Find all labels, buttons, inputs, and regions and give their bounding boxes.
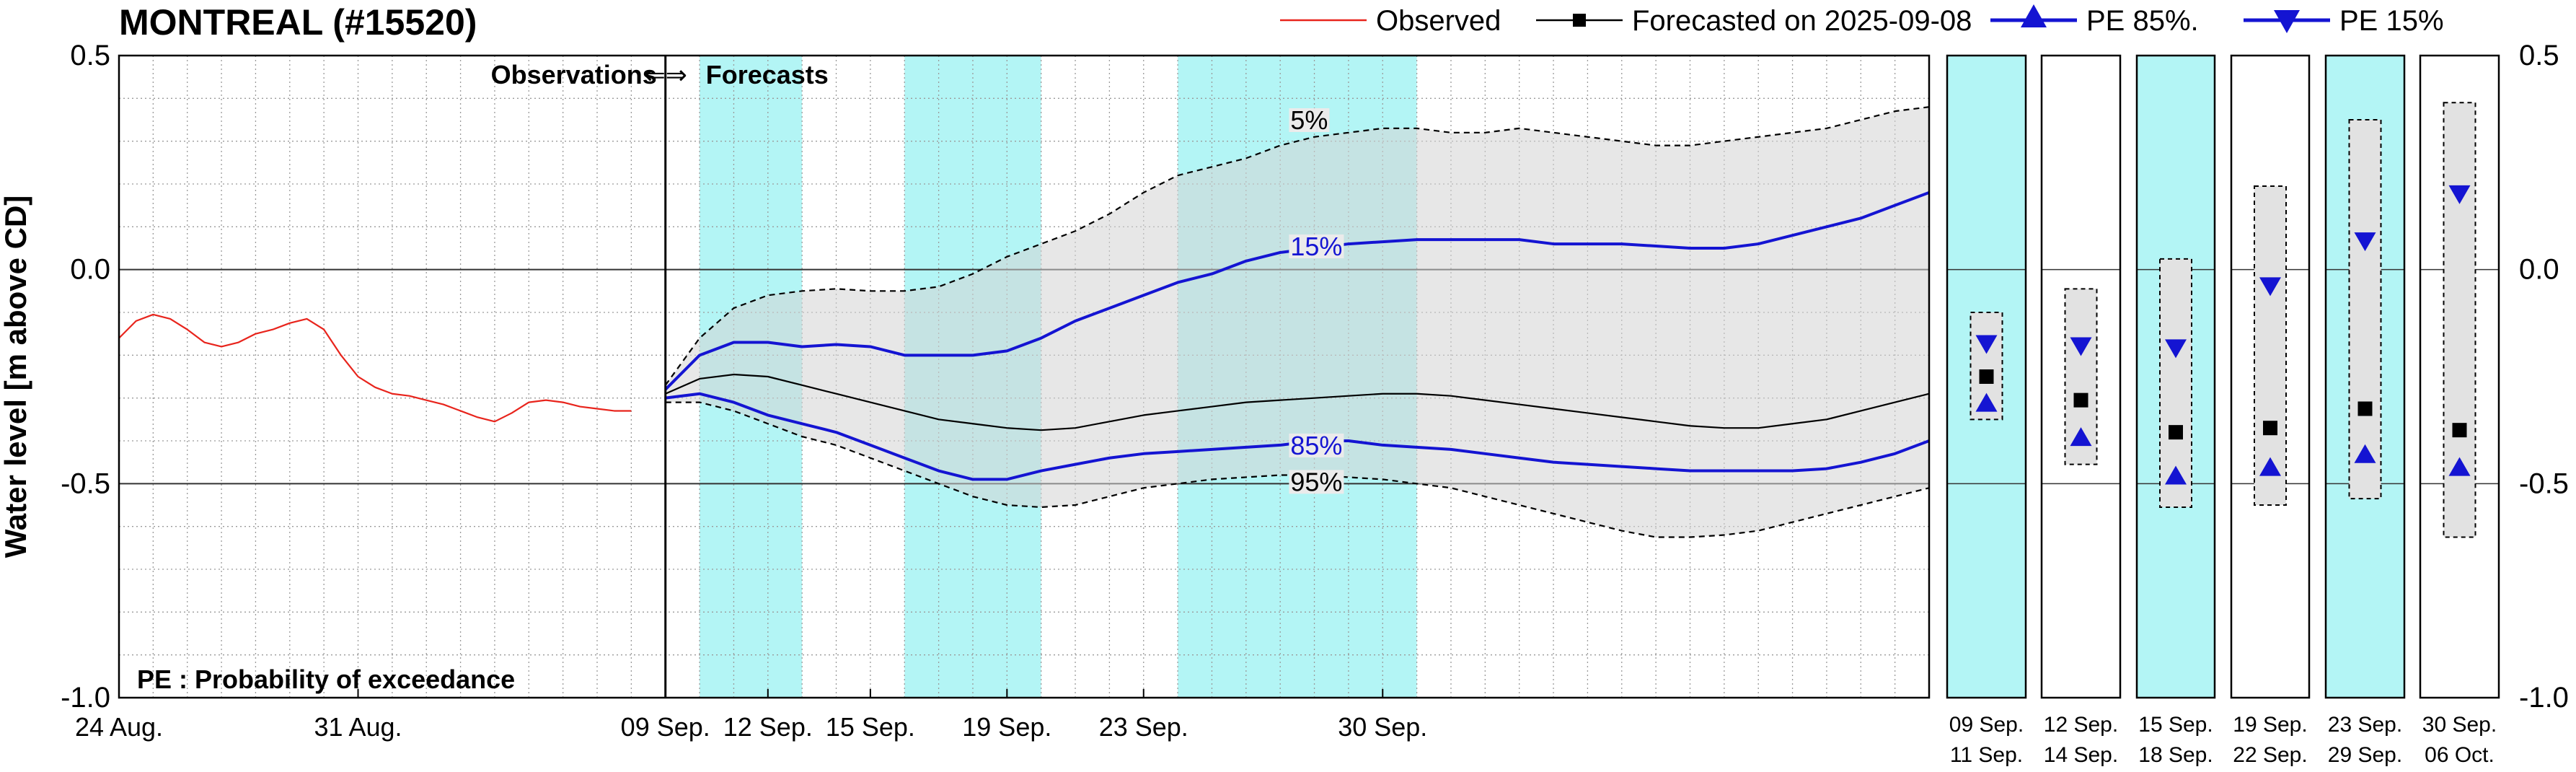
- period-start-label: 09 Sep.: [1949, 713, 2024, 737]
- x-tick-label: 12 Sep.: [723, 712, 813, 742]
- series-line-observed: [118, 313, 632, 423]
- y-tick-label-right: 0.0: [2519, 254, 2559, 286]
- period-pe15-marker: [1975, 335, 1998, 354]
- period-start-label: 19 Sep.: [2233, 713, 2307, 737]
- chart-title: MONTREAL (#15520): [119, 2, 477, 43]
- period-panel-2: [2040, 54, 2122, 699]
- x-tick-label: 19 Sep.: [962, 712, 1051, 742]
- curve-label: 85%: [1290, 431, 1342, 460]
- period-pe85-marker: [2354, 444, 2376, 463]
- x-tick-label: 31 Aug.: [314, 712, 402, 742]
- curve-label-bg: [1289, 108, 1330, 132]
- period-start-label: 12 Sep.: [2044, 713, 2118, 737]
- period-panel-6: [2419, 54, 2500, 699]
- period-end-label: 14 Sep.: [2044, 743, 2118, 767]
- curve-label: 95%: [1290, 467, 1342, 496]
- period-end-label: 22 Sep.: [2233, 743, 2307, 767]
- y-tick-label-left: 0.5: [70, 40, 110, 71]
- period-panel-frame: [2324, 54, 2406, 699]
- period-forecast-marker: [2263, 421, 2277, 436]
- observations-label: Observations: [491, 60, 657, 89]
- period-pe15-marker: [2070, 337, 2092, 356]
- observations-forecasts-arrow: ⇐⇒: [644, 60, 687, 89]
- x-tick-label: 30 Sep.: [1338, 712, 1427, 742]
- period-panel-frame: [2135, 54, 2216, 699]
- period-forecast-marker: [2357, 401, 2373, 416]
- legend-forecast-label: Forecasted on 2025-09-08: [1632, 5, 1972, 37]
- period-pe15-marker: [2165, 339, 2187, 359]
- y-axis-label: Water level [m above CD]: [0, 196, 32, 558]
- series-line-forecasted-on-2025-09-08: [665, 373, 1930, 431]
- period-panel-5: [2324, 54, 2406, 699]
- period-panel-frame: [2230, 54, 2311, 699]
- legend-observed-label: Observed: [1376, 5, 1501, 37]
- period-start-label: 30 Sep.: [2422, 713, 2497, 737]
- period-pe15-marker: [2259, 277, 2281, 297]
- x-tick-label: 15 Sep.: [826, 712, 915, 742]
- period-panel-3: [2135, 54, 2216, 699]
- period-range-box: [2348, 119, 2382, 500]
- y-tick-label-left: 0.0: [70, 254, 110, 286]
- period-pe15-marker: [2448, 185, 2471, 204]
- period-range-box: [2254, 185, 2287, 506]
- period-pe15-marker: [2354, 232, 2376, 252]
- legend-pe15-label: PE 15%: [2339, 5, 2444, 37]
- period-start-label: 23 Sep.: [2328, 713, 2402, 737]
- period-panel-frame: [2419, 54, 2500, 699]
- period-start-label: 15 Sep.: [2138, 713, 2213, 737]
- series-line-5: [664, 106, 1930, 386]
- pe-note: PE : Probability of exceedance: [137, 664, 515, 694]
- period-pe85-marker: [2448, 457, 2471, 476]
- x-tick-label: 24 Aug.: [75, 712, 163, 742]
- curve-label-bg: [1289, 234, 1344, 259]
- y-tick-label-right: 0.5: [2519, 40, 2559, 71]
- legend: [1280, 4, 2330, 33]
- period-forecast-marker: [2452, 423, 2467, 438]
- period-end-label: 06 Oct.: [2425, 743, 2495, 767]
- main-plot-frame: [118, 54, 1931, 699]
- period-forecast-marker: [1979, 369, 1994, 384]
- period-end-label: 29 Sep.: [2328, 743, 2402, 767]
- curve-label-bg: [1289, 470, 1344, 494]
- legend-pe85-marker: [2021, 4, 2047, 27]
- y-tick-label-left: -0.5: [61, 468, 110, 499]
- period-pe85-marker: [2070, 427, 2092, 447]
- period-forecast-marker: [2073, 392, 2088, 408]
- period-panel-frame: [2040, 54, 2122, 699]
- period-pe85-marker: [2259, 457, 2281, 476]
- x-tick-label: 23 Sep.: [1099, 712, 1188, 742]
- period-panel-4: [2230, 54, 2311, 699]
- y-tick-label-left: -1.0: [61, 682, 110, 714]
- curve-label: 5%: [1290, 105, 1328, 135]
- period-pe85-marker: [2165, 465, 2187, 485]
- period-panel-frame: [1946, 54, 2027, 699]
- period-panel-1: [1946, 54, 2027, 699]
- period-forecast-marker: [2169, 425, 2183, 440]
- legend-forecast-marker: [1573, 14, 1586, 27]
- legend-pe15-marker: [2274, 10, 2300, 33]
- y-tick-label-right: -1.0: [2519, 682, 2569, 714]
- main-plot: [118, 54, 1931, 699]
- period-end-label: 11 Sep.: [1950, 743, 2023, 767]
- period-end-label: 18 Sep.: [2138, 743, 2213, 767]
- curve-label: 15%: [1290, 232, 1342, 261]
- y-tick-label-right: -0.5: [2519, 468, 2569, 499]
- x-tick-label: 09 Sep.: [621, 712, 710, 742]
- period-pe85-marker: [1975, 392, 1998, 412]
- forecasts-label: Forecasts: [706, 60, 829, 89]
- curve-label-bg: [1289, 433, 1344, 457]
- legend-pe85-label: PE 85%.: [2086, 5, 2199, 37]
- forecast-band: [665, 107, 1929, 538]
